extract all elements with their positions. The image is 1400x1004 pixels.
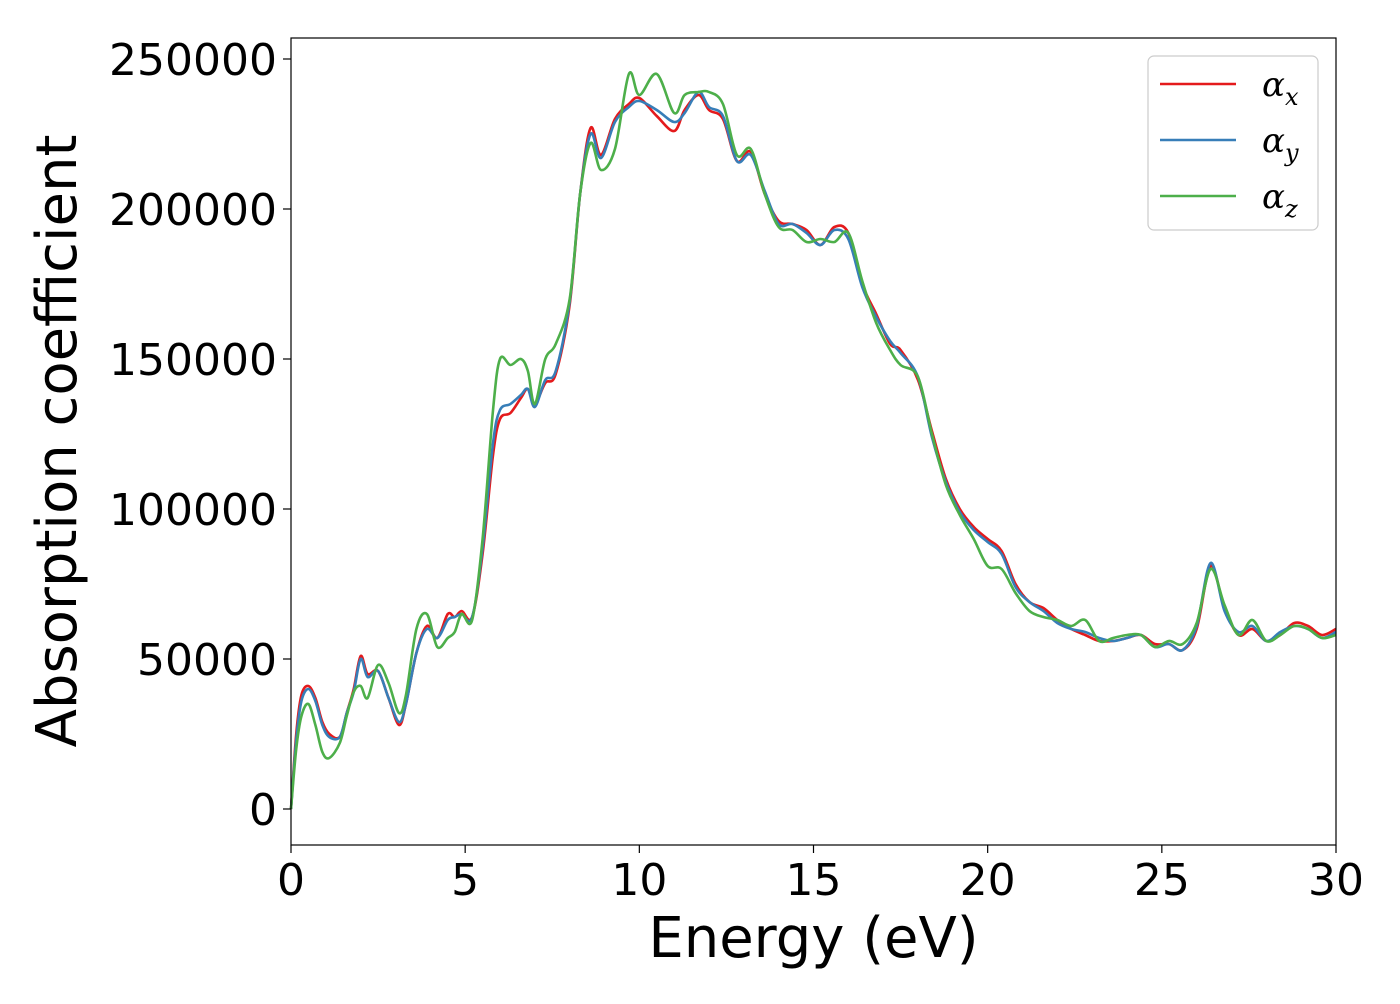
y-tick-label: 0 bbox=[249, 785, 277, 836]
x-tick-label: 5 bbox=[451, 855, 479, 906]
y-tick-label: 250000 bbox=[109, 35, 277, 86]
x-axis-ticks: 0 5 10 15 20 25 30 bbox=[277, 845, 1364, 906]
x-axis-label: Energy (eV) bbox=[648, 906, 978, 971]
legend: αx αy αz bbox=[1147, 55, 1319, 231]
legend-label-y: αy bbox=[1262, 121, 1299, 167]
x-tick-label: 25 bbox=[1134, 855, 1190, 906]
y-tick-label: 200000 bbox=[109, 185, 277, 236]
y-tick-label: 150000 bbox=[109, 335, 277, 386]
y-tick-label: 100000 bbox=[109, 485, 277, 536]
y-tick-label: 50000 bbox=[137, 635, 277, 686]
series-line-z bbox=[289, 71, 1337, 810]
legend-box bbox=[1147, 55, 1319, 231]
y-axis-ticks: 0 50000 100000 150000 200000 250000 bbox=[109, 35, 291, 836]
series-line-y bbox=[289, 90, 1337, 810]
x-tick-label: 0 bbox=[277, 855, 305, 906]
x-tick-label: 30 bbox=[1308, 855, 1364, 906]
x-tick-label: 10 bbox=[611, 855, 667, 906]
series-layer bbox=[289, 71, 1337, 810]
legend-label-z: αz bbox=[1262, 177, 1298, 223]
y-axis-label: Absorption coefficient bbox=[25, 135, 90, 748]
legend-label-x: αx bbox=[1262, 65, 1299, 111]
x-tick-label: 15 bbox=[786, 855, 842, 906]
x-tick-label: 20 bbox=[960, 855, 1016, 906]
